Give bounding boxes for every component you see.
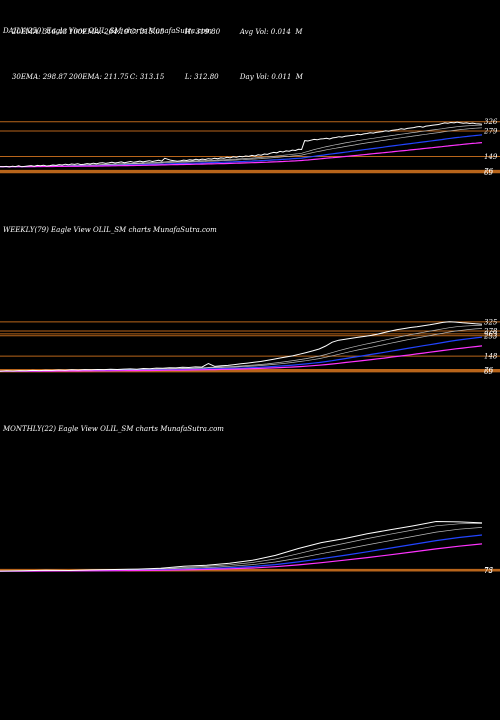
high-value: H: 319.80 bbox=[184, 28, 221, 36]
close2-value: C: 313.15 bbox=[129, 73, 165, 81]
low-value: L: 312.80 bbox=[184, 73, 219, 81]
monthly-level-label: 73 bbox=[484, 567, 493, 575]
monthly-chart-label: MONTHLY(22) Eagle View OLIL_SM charts Mu… bbox=[3, 425, 224, 433]
daily-ema-grey-line bbox=[0, 127, 483, 167]
daily-level-label: 149 bbox=[484, 153, 498, 161]
weekly-chart-label: WEEKLY(79) Eagle View OLIL_SM charts Mun… bbox=[3, 226, 217, 234]
daily-ema-grey2-line bbox=[0, 124, 482, 167]
daily-ema-blue-line bbox=[0, 134, 483, 168]
weekly-level-label: 253 bbox=[483, 332, 498, 340]
daily-level-label: 326 bbox=[484, 118, 498, 126]
monthly-ema-magenta-line bbox=[0, 543, 483, 572]
weekly-level-label: 278 bbox=[483, 327, 498, 335]
indicator-row-2: 30EMA: 298.87 200EMA: 211.75C: 313.15 L: 3… bbox=[3, 64, 303, 91]
monthly-price-line bbox=[0, 520, 483, 572]
indicator-header: 20EMA: 316.43 100EMA: 264.19C: 315.05 H: 3… bbox=[3, 1, 303, 100]
daily-chart-label: DAILY(250) Eagle View OLIL_SM charts Mun… bbox=[3, 27, 213, 35]
weekly-ema-magenta-line bbox=[0, 345, 483, 372]
ema200-value: 200EMA: 211.75 bbox=[68, 73, 129, 81]
daily-level-label: 279 bbox=[483, 127, 498, 135]
daily-ema-magenta-line bbox=[0, 142, 483, 168]
ema100-value: 100EMA: 264.19 bbox=[68, 28, 129, 36]
avg-vol-value: Avg Vol: 0.014 M bbox=[239, 28, 303, 36]
ema20-value: 20EMA: 316.43 bbox=[11, 28, 68, 36]
daily-price-line bbox=[0, 121, 483, 168]
weekly-level-label: 325 bbox=[484, 318, 498, 326]
weekly-level-label: 148 bbox=[484, 353, 498, 361]
monthly-ema-grey-line bbox=[0, 527, 483, 572]
ema30-value: 30EMA: 298.87 bbox=[11, 73, 68, 81]
day-vol-value: Day Vol: 0.011 M bbox=[239, 73, 303, 81]
weekly-price-line bbox=[0, 321, 483, 372]
weekly-level-label: 69 bbox=[484, 368, 493, 376]
indicator-row-1: 20EMA: 316.43 100EMA: 264.19C: 315.05 H: 3… bbox=[3, 19, 303, 46]
weekly-level-label: 263 bbox=[483, 330, 498, 338]
close-value: C: 315.05 bbox=[129, 28, 165, 36]
monthly-ema-grey2-line bbox=[0, 523, 483, 572]
daily-level-label: 69 bbox=[484, 169, 493, 177]
